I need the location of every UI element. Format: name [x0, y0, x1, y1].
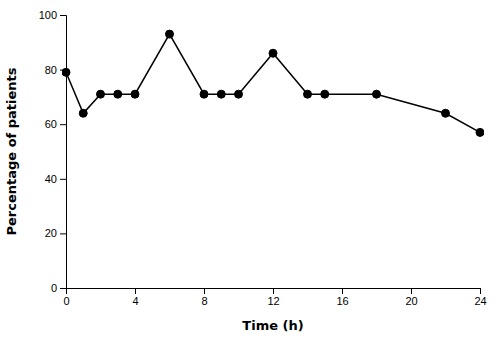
y-tick-label: 60 — [45, 118, 57, 130]
plot-area: 0 4 8 12 16 20 24 0 20 40 60 80 100 — [39, 9, 487, 307]
y-tick: 0 — [51, 282, 66, 294]
y-axis-line — [60, 16, 67, 289]
y-tick-label: 80 — [45, 64, 57, 76]
data-point — [269, 49, 277, 57]
y-tick-mark — [60, 288, 66, 289]
x-tick-mark — [204, 288, 205, 294]
data-point — [131, 90, 139, 98]
x-tick-label: 20 — [405, 295, 417, 307]
data-point — [166, 30, 174, 38]
y-tick-mark — [60, 233, 66, 234]
y-tick-label: 40 — [45, 173, 57, 185]
x-tick-mark — [135, 288, 136, 294]
x-tick-label: 0 — [63, 295, 69, 307]
data-point — [200, 90, 208, 98]
x-tick-mark — [480, 288, 481, 294]
x-axis: 0 4 8 12 16 20 24 — [63, 288, 486, 307]
y-tick: 60 — [45, 118, 66, 130]
y-tick-label: 0 — [51, 282, 57, 294]
data-point — [442, 109, 450, 117]
data-point — [114, 90, 122, 98]
y-tick-mark — [60, 15, 66, 16]
x-tick: 16 — [336, 288, 348, 307]
y-axis: 0 20 40 60 80 100 — [39, 9, 67, 294]
data-point — [476, 128, 484, 136]
x-tick-mark — [342, 288, 343, 294]
x-tick-mark — [411, 288, 412, 294]
x-tick-label: 24 — [474, 295, 486, 307]
y-tick-label: 20 — [45, 227, 57, 239]
data-point — [373, 90, 381, 98]
x-tick-label: 4 — [132, 295, 138, 307]
y-tick: 20 — [45, 227, 66, 239]
x-tick: 24 — [474, 288, 486, 307]
chart-svg: 0 4 8 12 16 20 24 0 20 40 60 80 100 Time (h) Percentag… — [0, 0, 500, 340]
data-point — [304, 90, 312, 98]
x-tick: 12 — [267, 288, 279, 307]
x-axis-line — [67, 289, 481, 295]
data-point — [62, 68, 70, 76]
data-point — [321, 90, 329, 98]
data-point — [97, 90, 105, 98]
chart-container: 0 4 8 12 16 20 24 0 20 40 60 80 100 Time (h) Percentag… — [0, 0, 500, 340]
x-tick: 4 — [132, 288, 138, 307]
x-tick-mark — [273, 288, 274, 294]
x-tick: 0 — [63, 288, 69, 307]
x-tick-label: 16 — [336, 295, 348, 307]
y-tick: 100 — [39, 9, 66, 21]
x-tick-label: 12 — [267, 295, 279, 307]
x-tick: 8 — [201, 288, 207, 307]
x-tick-label: 8 — [201, 295, 207, 307]
y-axis-title: Percentage of patients — [4, 67, 19, 235]
marks — [62, 30, 484, 136]
data-line — [66, 34, 480, 132]
y-tick-mark — [60, 124, 66, 125]
y-tick-label: 100 — [39, 9, 57, 21]
x-tick: 20 — [405, 288, 417, 307]
data-point — [79, 109, 87, 117]
data-point — [217, 90, 225, 98]
y-tick: 40 — [45, 173, 66, 185]
data-point — [235, 90, 243, 98]
x-axis-title: Time (h) — [242, 318, 303, 333]
y-tick-mark — [60, 179, 66, 180]
